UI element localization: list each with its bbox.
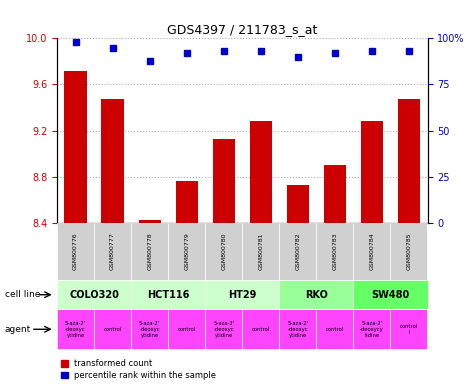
- Text: HCT116: HCT116: [147, 290, 190, 300]
- Text: HT29: HT29: [228, 290, 256, 300]
- Text: COLO320: COLO320: [69, 290, 119, 300]
- Text: SW480: SW480: [371, 290, 409, 300]
- Text: GSM800785: GSM800785: [407, 233, 411, 270]
- Bar: [213, 139, 235, 384]
- Text: control: control: [178, 327, 196, 332]
- Text: 5-aza-2'
-deoxyc
ytidine: 5-aza-2' -deoxyc ytidine: [65, 321, 86, 338]
- Bar: [398, 99, 420, 384]
- Bar: [65, 71, 86, 384]
- Bar: [176, 181, 198, 384]
- Text: GSM800776: GSM800776: [73, 233, 78, 270]
- Text: GSM800777: GSM800777: [110, 233, 115, 270]
- Text: GSM800782: GSM800782: [295, 233, 300, 270]
- Text: agent: agent: [5, 325, 31, 334]
- Title: GDS4397 / 211783_s_at: GDS4397 / 211783_s_at: [167, 23, 317, 36]
- Text: 5-aza-2'
-deoxyc
ytidine: 5-aza-2' -deoxyc ytidine: [287, 321, 308, 338]
- Text: control: control: [104, 327, 122, 332]
- Text: RKO: RKO: [305, 290, 328, 300]
- Text: control: control: [326, 327, 344, 332]
- Text: 5-aza-2'
-deoxyc
ytidine: 5-aza-2' -deoxyc ytidine: [213, 321, 234, 338]
- Text: GSM800779: GSM800779: [184, 233, 189, 270]
- Text: cell line: cell line: [5, 290, 40, 299]
- Bar: [324, 165, 346, 384]
- Bar: [102, 99, 124, 384]
- Legend: transformed count, percentile rank within the sample: transformed count, percentile rank withi…: [61, 359, 217, 380]
- Text: 5-aza-2'
-deoxyc
ytidine: 5-aza-2' -deoxyc ytidine: [139, 321, 160, 338]
- Bar: [250, 121, 272, 384]
- Text: GSM800784: GSM800784: [370, 233, 374, 270]
- Text: GSM800778: GSM800778: [147, 233, 152, 270]
- Text: GSM800780: GSM800780: [221, 233, 226, 270]
- Text: 5-aza-2'
-deoxycy
tidine: 5-aza-2' -deoxycy tidine: [360, 321, 384, 338]
- Bar: [139, 220, 161, 384]
- Bar: [361, 121, 383, 384]
- Bar: [287, 185, 309, 384]
- Text: control: control: [252, 327, 270, 332]
- Text: GSM800783: GSM800783: [332, 233, 337, 270]
- Text: control
l: control l: [400, 324, 418, 335]
- Text: GSM800781: GSM800781: [258, 233, 263, 270]
